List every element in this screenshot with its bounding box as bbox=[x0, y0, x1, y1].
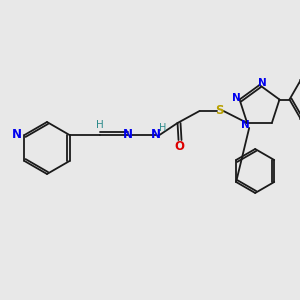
Text: N: N bbox=[122, 128, 133, 142]
Text: N: N bbox=[258, 78, 267, 88]
Text: N: N bbox=[11, 128, 22, 142]
Text: S: S bbox=[215, 104, 224, 118]
Text: N: N bbox=[232, 92, 241, 103]
Text: N: N bbox=[151, 128, 160, 142]
Text: O: O bbox=[175, 140, 184, 154]
Text: H: H bbox=[159, 123, 166, 133]
Text: H: H bbox=[96, 120, 104, 130]
Text: N: N bbox=[241, 120, 250, 130]
